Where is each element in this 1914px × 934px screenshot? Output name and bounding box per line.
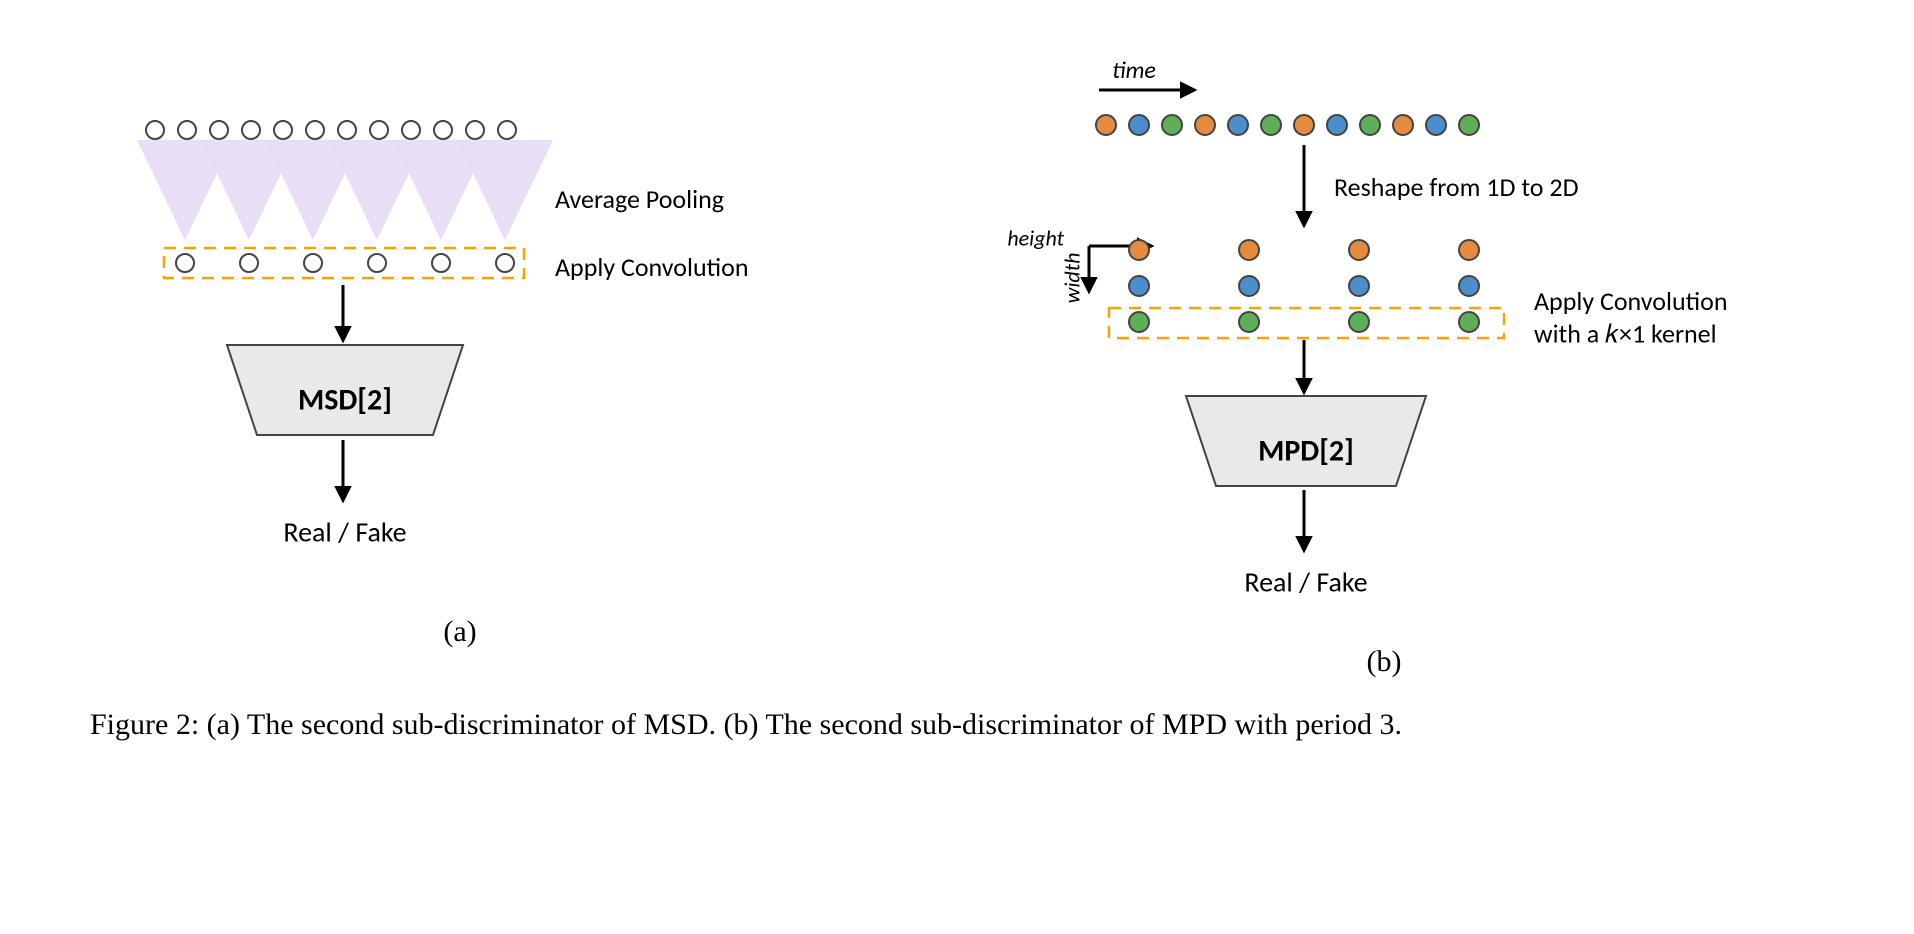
panel-a-svg: Average Pooling Apply Convolution MSD[2] Re…	[80, 40, 840, 600]
panel-b-svg: time Reshape from 1D to 2D heightwidth Appl…	[934, 40, 1834, 630]
figure-caption: Figure 2: (a) The second sub-discriminat…	[90, 705, 1824, 746]
panel-a-caption: (a)	[80, 615, 840, 649]
svg-text:time: time	[1112, 56, 1156, 85]
svg-text:Average Pooling: Average Pooling	[555, 183, 724, 215]
svg-text:Apply Convolution: Apply Convolution	[555, 251, 748, 283]
figure-root: Average Pooling Apply Convolution MSD[2] Re…	[0, 0, 1914, 776]
panels-row: Average Pooling Apply Convolution MSD[2] Re…	[80, 40, 1834, 680]
svg-text:MSD[2]: MSD[2]	[298, 381, 392, 418]
panel-b: time Reshape from 1D to 2D heightwidth Appl…	[934, 40, 1834, 680]
svg-text:Reshape from 1D to 2D: Reshape from 1D to 2D	[1334, 171, 1579, 203]
svg-text:width: width	[1058, 253, 1085, 304]
panel-b-caption: (b)	[934, 645, 1834, 679]
svg-text:Real / Fake: Real / Fake	[283, 515, 406, 550]
panel-a: Average Pooling Apply Convolution MSD[2] Re…	[80, 40, 840, 680]
svg-text:Apply Convolutionwith a 𝑘×1 k: Apply Convolutionwith a 𝑘×1 kernel	[1534, 285, 1727, 350]
svg-text:MPD[2]: MPD[2]	[1258, 432, 1354, 469]
svg-text:Real / Fake: Real / Fake	[1244, 565, 1367, 600]
svg-text:height: height	[1007, 224, 1064, 251]
